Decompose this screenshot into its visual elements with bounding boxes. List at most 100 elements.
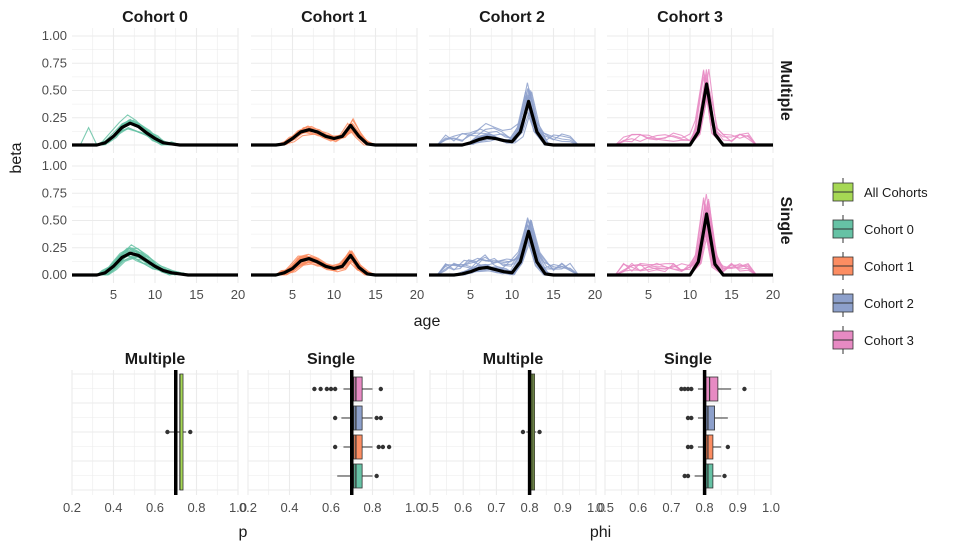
outlier-point [725,444,731,450]
outlier-point [722,473,727,479]
sample-curve-cohort-2 [429,217,595,276]
outlier-point [685,386,691,392]
facet-strip-cohort-0: Cohort 0 [122,9,188,26]
x-tick-label: 15 [546,287,560,302]
y-tick-label: 0.75 [42,55,67,70]
x-tick-label: 0.8 [363,500,381,515]
legend-label: Cohort 1 [864,259,914,274]
x-tick-label: 0.8 [696,500,714,515]
legend-label: Cohort 2 [864,296,914,311]
outlier-point [374,473,379,479]
outlier-point [685,415,691,421]
x-tick-label: 0.9 [729,500,747,515]
x-tick-label: 0.2 [63,500,81,515]
x-tick-label: 0.5 [596,500,614,515]
facet-strip-single: Single [307,351,355,368]
y-tick-label: 1.00 [42,158,67,173]
panel-cohort-3-multiple [607,28,774,153]
outlier-point [679,386,684,392]
legend: All Cohorts Cohort 0 Cohort 1 Cohort 2 Cohor… [832,178,928,354]
x-axis-title: age [414,313,441,330]
mean-curve-cohort-0-single [72,251,238,277]
x-tick-label: 15 [368,287,382,302]
y-tick-label: 0.50 [42,83,67,98]
x-tick-label: 20 [231,287,245,302]
x-tick-label: 0.7 [487,500,505,515]
outlier-point [682,386,687,392]
y-tick-label: 1.00 [42,28,67,43]
panel-cohort-2-single [429,158,596,283]
x-tick-label: 0.6 [322,500,340,515]
sample-curve-cohort-3 [607,197,773,276]
facet-strip-single: Single [664,351,712,368]
box-cohort-0 [682,463,727,489]
outlier-point [318,386,323,392]
outlier-point [188,429,193,435]
mean-curve-cohort-1-multiple [251,123,417,147]
outlier-point [376,444,381,450]
beta-age-facet-grid: Cohort 0 0.00 0.25 0.50 0.75 1.00 0.00 0.25 0.50… [8,9,794,330]
x-tick-label: 5 [110,287,117,302]
boxplot-panel-p-single [247,370,415,495]
x-tick-label: 0.8 [521,500,539,515]
box-cohort-1 [685,434,731,460]
x-tick-label: 5 [645,287,652,302]
boxplot-panel-phi-multiple [429,370,597,495]
panel-cohort-1-multiple [251,28,418,153]
legend-entry-cohort-1: Cohort 1 [832,252,914,280]
box-all-cohorts [165,373,193,491]
x-tick-label: 20 [766,287,780,302]
outlier-point [374,415,379,421]
x-axis-title-phi: phi [590,524,611,541]
x-tick-label: 20 [588,287,602,302]
outlier-point [689,415,694,421]
x-tick-label: 1.0 [229,500,247,515]
x-tick-label: 0.4 [280,500,298,515]
x-tick-label: 20 [410,287,424,302]
x-tick-label: 0.8 [187,500,205,515]
facet-strip-multiple: Multiple [125,351,186,368]
outlier-point [378,386,383,392]
x-tick-label: 0.6 [629,500,647,515]
x-tick-label: 0.5 [421,500,439,515]
outlier-point [324,386,330,392]
y-tick-label: 0.50 [42,213,67,228]
legend-label: Cohort 0 [864,222,914,237]
facet-strip-single: Single [777,196,794,244]
box-body [353,405,363,431]
mean-curve-cohort-3-multiple [607,82,773,147]
legend-entry-cohort-3: Cohort 3 [832,326,914,354]
box-body [353,434,363,460]
outlier-point [386,444,392,450]
legend-label: All Cohorts [864,185,928,200]
y-tick-label: 0.75 [42,185,67,200]
panel-cohort-0-multiple [72,28,239,153]
outlier-point [332,444,338,450]
box-cohort-1 [332,434,392,460]
mean-curve-cohort-1-single [251,253,417,277]
y-tick-label: 0.00 [42,137,67,152]
panel-cohort-1-single [251,158,418,283]
y-tick-label: 0.25 [42,240,67,255]
x-tick-label: 0.9 [554,500,572,515]
outlier-point [312,386,317,392]
x-tick-label: 0.6 [146,500,164,515]
box-body [704,376,719,402]
x-tick-label: 10 [148,287,162,302]
box-cohort-3 [679,376,747,402]
outlier-point [380,444,386,450]
facet-strip-cohort-1: Cohort 1 [301,9,367,26]
outlier-point [332,415,338,421]
x-tick-label: 5 [289,287,296,302]
facet-strip-cohort-2: Cohort 2 [479,9,545,26]
boxplot-panel-p-multiple [71,370,239,495]
mean-curve-cohort-0-multiple [72,121,238,147]
x-tick-label: 1.0 [762,500,780,515]
outlier-point [537,429,542,435]
x-tick-label: 0.7 [662,500,680,515]
sample-curve-cohort-3 [607,212,773,276]
outlier-point [689,444,694,450]
legend-label: Cohort 3 [864,333,914,348]
parameter-boxplot-panels: Multiple 0.2 0.4 0.6 0.8 1.0 Single 0.2 0.4 0.6 0.… [63,351,780,541]
